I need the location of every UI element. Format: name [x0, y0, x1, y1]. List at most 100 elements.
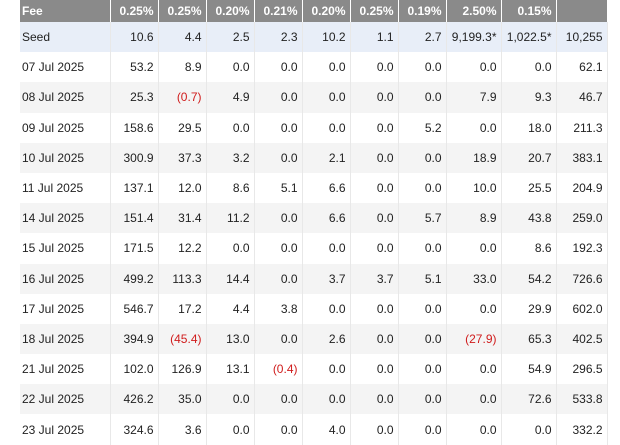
fee-value-cell: 0.0 [254, 112, 303, 143]
fee-value-cell: 20.7 [501, 142, 557, 173]
fee-value-cell: 54.2 [501, 263, 557, 294]
fee-value-cell: (27.9) [446, 323, 502, 355]
fee-value-cell: 126.9 [158, 354, 207, 385]
row-date-label: 09 Jul 2025 [20, 112, 111, 143]
fee-value-cell: 2.1 [302, 142, 351, 173]
table-row-seed: Seed 10.6 4.4 2.5 2.3 10.2 1.1 2.7 9,199.3* 1,022… [20, 22, 608, 53]
fee-value-cell: 0.0 [501, 414, 557, 445]
fee-value-cell: 0.0 [446, 293, 502, 324]
fee-value-cell: 4.4 [206, 293, 255, 324]
fee-value-cell: 394.9 [110, 323, 159, 355]
fee-value-cell: 35.0 [158, 384, 207, 415]
table-row: 23 Jul 2025 324.6 3.6 0.0 0.0 4.0 0.0 0.0 0.0 0.0… [20, 414, 608, 445]
table-row: 22 Jul 2025 426.2 35.0 0.0 0.0 0.0 0.0 0.0 0.0 72… [20, 384, 608, 415]
fee-table-container: Fee 0.25% 0.25% 0.20% 0.21% 0.20% 0.25% 0.19% 2.… [20, 0, 608, 445]
fee-value-cell: 8.6 [206, 172, 255, 204]
fee-value-cell: 0.0 [254, 52, 303, 83]
row-total-cell: 726.6 [556, 263, 608, 294]
fee-value-cell: 0.0 [206, 414, 255, 445]
table-row: 08 Jul 2025 25.3 (0.7) 4.9 0.0 0.0 0.0 0.0 7.9 9.… [20, 82, 608, 113]
header-fee-rate: 0.25% [158, 0, 207, 22]
fee-value-cell: 0.0 [254, 233, 303, 264]
fee-value-cell: 0.0 [398, 293, 447, 324]
fee-value-cell: 10.6 [110, 22, 159, 53]
fee-value-cell: (0.4) [254, 354, 303, 385]
table-header-row: Fee 0.25% 0.25% 0.20% 0.21% 0.20% 0.25% 0.19% 2.… [20, 0, 608, 22]
fee-value-cell: 0.0 [350, 112, 399, 143]
table-row: 07 Jul 2025 53.2 8.9 0.0 0.0 0.0 0.0 0.0 0.0 0.0 6… [20, 52, 608, 83]
fee-value-cell: 18.0 [501, 112, 557, 143]
table-row: 16 Jul 2025 499.2 113.3 14.4 0.0 3.7 3.7 5.1 33.… [20, 263, 608, 294]
fee-value-cell: 65.3 [501, 323, 557, 355]
fee-value-cell: 8.6 [501, 233, 557, 264]
header-fee-label: Fee [20, 0, 111, 22]
fee-value-cell: 0.0 [398, 414, 447, 445]
table-row: 10 Jul 2025 300.9 37.3 3.2 0.0 2.1 0.0 0.0 18.9 2… [20, 142, 608, 173]
header-fee-rate: 0.20% [206, 0, 255, 22]
fee-value-cell: 33.0 [446, 263, 502, 294]
row-date-label: 18 Jul 2025 [20, 323, 111, 355]
fee-value-cell: 0.0 [398, 323, 447, 355]
fee-value-cell: 0.0 [302, 384, 351, 415]
row-total-cell: 10,255 [556, 22, 608, 53]
fee-value-cell: 137.1 [110, 172, 159, 204]
fee-value-cell: 10.0 [446, 172, 502, 204]
fee-value-cell: 0.0 [206, 52, 255, 83]
fee-value-cell: 158.6 [110, 112, 159, 143]
fee-value-cell: 0.0 [446, 112, 502, 143]
row-date-label: Seed [20, 22, 111, 53]
fee-value-cell: 300.9 [110, 142, 159, 173]
fee-value-cell: 171.5 [110, 233, 159, 264]
fee-value-cell: 31.4 [158, 203, 207, 234]
fee-value-cell: 0.0 [254, 203, 303, 234]
fee-value-cell: 0.0 [350, 414, 399, 445]
fee-value-cell: 0.0 [446, 414, 502, 445]
row-total-cell: 296.5 [556, 354, 608, 385]
fee-value-cell: 7.9 [446, 82, 502, 113]
fee-value-cell: 0.0 [398, 354, 447, 385]
fee-value-cell: 0.0 [350, 293, 399, 324]
fee-value-cell: 3.7 [350, 263, 399, 294]
table-row: 21 Jul 2025 102.0 126.9 13.1 (0.4) 0.0 0.0 0.0 0… [20, 354, 608, 385]
fee-value-cell: (0.7) [158, 82, 207, 113]
fee-value-cell: 72.6 [501, 384, 557, 415]
row-date-label: 23 Jul 2025 [20, 414, 111, 445]
fee-value-cell: 0.0 [254, 414, 303, 445]
fee-value-cell: 25.5 [501, 172, 557, 204]
fee-value-cell: 0.0 [398, 384, 447, 415]
fee-value-cell: 0.0 [206, 384, 255, 415]
fee-value-cell: 5.1 [254, 172, 303, 204]
fee-value-cell: 0.0 [446, 354, 502, 385]
fee-value-cell: 0.0 [254, 142, 303, 173]
fee-value-cell: 0.0 [302, 293, 351, 324]
fee-value-cell: 3.7 [302, 263, 351, 294]
fee-value-cell: 0.0 [302, 233, 351, 264]
fee-value-cell: 324.6 [110, 414, 159, 445]
row-total-cell: 602.0 [556, 293, 608, 324]
fee-value-cell: 2.5 [206, 22, 255, 53]
fee-value-cell: 1.1 [350, 22, 399, 53]
fee-value-cell: 0.0 [206, 233, 255, 264]
fee-value-cell: 1,022.5* [501, 22, 557, 53]
fee-value-cell: 0.0 [398, 172, 447, 204]
fee-value-cell: 0.0 [398, 52, 447, 83]
fee-value-cell: (45.4) [158, 323, 207, 355]
fee-value-cell: 43.8 [501, 203, 557, 234]
fee-value-cell: 2.7 [398, 22, 447, 53]
row-total-cell: 402.5 [556, 323, 608, 355]
fee-value-cell: 102.0 [110, 354, 159, 385]
header-fee-rate: 2.50% [446, 0, 502, 22]
fee-value-cell: 8.9 [158, 52, 207, 83]
fee-value-cell: 4.0 [302, 414, 351, 445]
fee-value-cell: 0.0 [501, 52, 557, 83]
fee-value-cell: 13.1 [206, 354, 255, 385]
table-row: 18 Jul 2025 394.9 (45.4) 13.0 0.0 2.6 0.0 0.0 (2… [20, 323, 608, 355]
fee-value-cell: 0.0 [446, 233, 502, 264]
fee-value-cell: 5.2 [398, 112, 447, 143]
row-total-cell: 383.1 [556, 142, 608, 173]
fee-value-cell: 0.0 [350, 233, 399, 264]
fee-value-cell: 29.5 [158, 112, 207, 143]
fee-value-cell: 0.0 [254, 323, 303, 355]
row-total-cell: 211.3 [556, 112, 608, 143]
header-fee-rate: 0.15% [501, 0, 557, 22]
